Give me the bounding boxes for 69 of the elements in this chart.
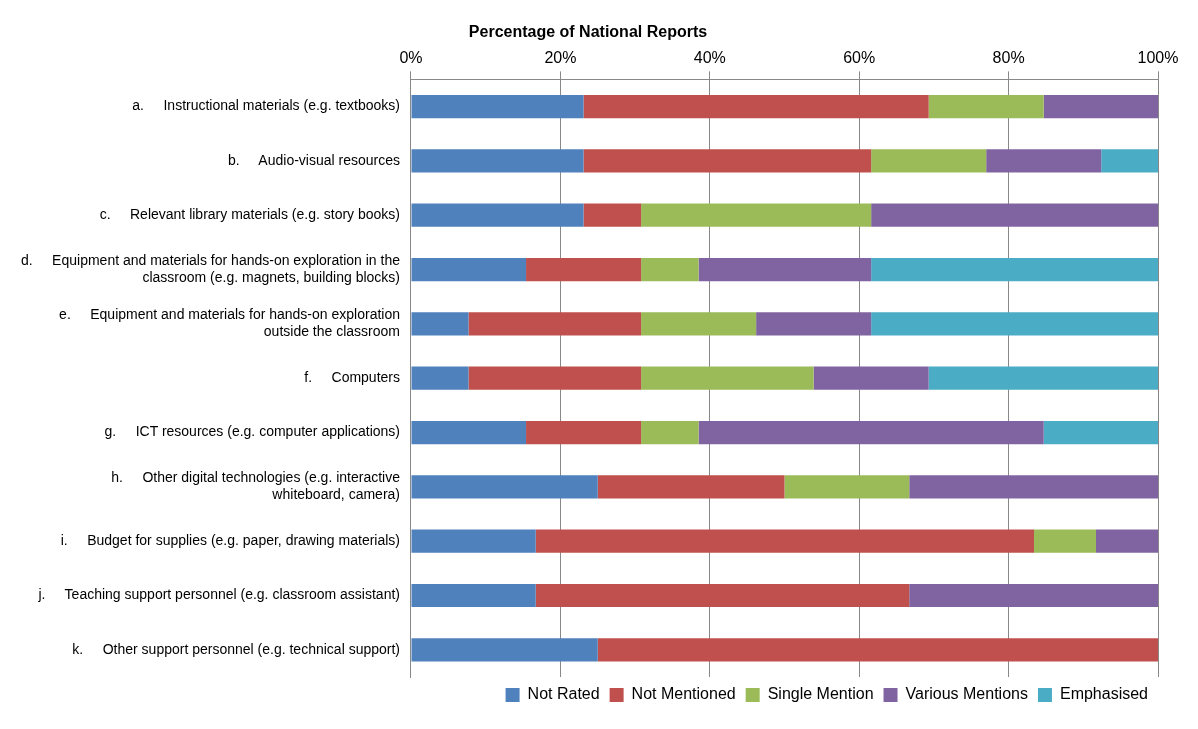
bar (1043, 420, 1158, 445)
x-tick-label: 0% (399, 49, 423, 67)
legend-label: Various Mentions (905, 685, 1028, 703)
bar (909, 583, 1158, 608)
bar (784, 475, 910, 499)
bar (468, 366, 642, 390)
bar (641, 366, 814, 390)
bar (597, 475, 785, 499)
bar (1101, 149, 1158, 173)
bar (641, 257, 699, 282)
bar (871, 149, 987, 173)
bar (928, 366, 1158, 390)
bar (583, 203, 642, 227)
y-tick-label: h. Other digital technologies (e.g. interactive whiteboard, camera) (111, 469, 401, 503)
bar (641, 312, 757, 336)
y-tick-label: g. ICT resources (e.g. computer applications) (104, 423, 400, 440)
bar (411, 475, 598, 499)
x-tick-label: 40% (693, 49, 726, 67)
y-tick-label: f. Computers (304, 369, 400, 386)
y-tick-label: b. Audio-visual resources (228, 151, 400, 168)
bar (641, 420, 699, 445)
y-tick-label: k. Other support personnel (e.g. technical support) (72, 640, 400, 657)
y-tick-label: a. Instructional materials (e.g. textbooks) (132, 97, 400, 114)
x-tick-label: 60% (843, 49, 876, 67)
bar (411, 203, 584, 227)
bar (468, 312, 642, 336)
bar (411, 366, 469, 390)
bar (583, 149, 872, 173)
bar (641, 203, 872, 227)
x-tick-label: 20% (544, 49, 577, 67)
bar (1043, 94, 1158, 119)
bar (1034, 529, 1096, 553)
bar (411, 529, 536, 553)
bar (411, 583, 536, 608)
bar (411, 149, 584, 173)
bar (526, 420, 642, 445)
y-tick-label: i. Budget for supplies (e.g. paper, drawing materials) (60, 532, 400, 549)
bar (411, 94, 584, 119)
bar (411, 638, 598, 662)
bar (698, 420, 1044, 445)
bar (871, 312, 1158, 336)
legend-label: Not Rated (527, 685, 600, 703)
chart-title: Percentage of National Reports (468, 23, 708, 41)
x-tick-label: 100% (1137, 49, 1179, 67)
bar (583, 94, 929, 119)
bar (411, 257, 527, 282)
x-tick-label: 80% (992, 49, 1025, 67)
bar (698, 257, 872, 282)
bar (1096, 529, 1158, 553)
legend-label: Single Mention (767, 685, 874, 703)
bar (871, 203, 1158, 227)
y-tick-label: e. Equipment and materials for hands-on exploration outside the classroom (59, 306, 400, 340)
legend-label: Emphasised (1059, 685, 1148, 703)
bar (756, 312, 872, 336)
bar (411, 420, 527, 445)
y-tick-label: d. Equipment and materials for hands-on exploration in the classroom (e.g. magnets, building blocks) (21, 252, 401, 285)
bar (535, 583, 910, 608)
bar (871, 257, 1158, 282)
bar (526, 257, 642, 282)
bar (909, 475, 1158, 499)
bar (928, 94, 1044, 119)
bar (597, 638, 1158, 662)
legend-label: Not Mentioned (631, 685, 736, 703)
bar (986, 149, 1102, 173)
bar (535, 529, 1034, 553)
bar (813, 366, 929, 390)
bar (411, 312, 469, 336)
y-tick-label: c. Relevant library materials (e.g. story books) (99, 206, 400, 223)
y-tick-label: j. Teaching support personnel (e.g. classroom assistant) (37, 586, 400, 603)
